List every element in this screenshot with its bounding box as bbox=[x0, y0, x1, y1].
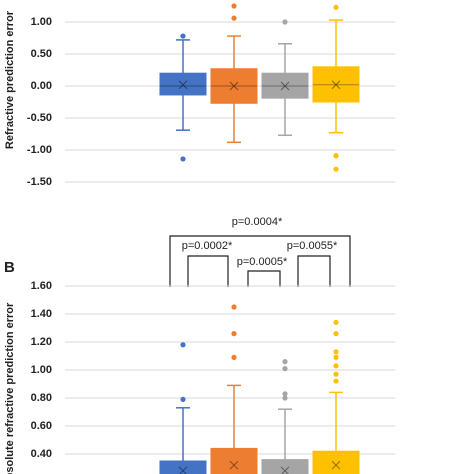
panel-label: B bbox=[4, 259, 15, 276]
y-tick-label: 0.00 bbox=[31, 80, 52, 92]
mean-marker bbox=[331, 460, 341, 470]
outlier bbox=[180, 396, 186, 402]
box bbox=[261, 459, 309, 474]
y-tick-label: 0.80 bbox=[31, 392, 52, 404]
outlier bbox=[180, 156, 186, 162]
box bbox=[159, 460, 207, 474]
bracket bbox=[297, 255, 331, 287]
y-tick-label: 1.20 bbox=[31, 336, 52, 348]
annotation: p=0.0002* bbox=[182, 240, 233, 252]
y-tick-label: 1.60 bbox=[31, 280, 52, 292]
box bbox=[210, 447, 258, 474]
outlier bbox=[333, 354, 339, 360]
bracket bbox=[169, 235, 351, 287]
mean-marker bbox=[178, 80, 188, 90]
outlier bbox=[231, 331, 237, 337]
bracket bbox=[187, 255, 229, 287]
box bbox=[312, 450, 360, 474]
annotation: p=0.0005* bbox=[237, 256, 288, 268]
outlier bbox=[333, 166, 339, 172]
outlier bbox=[282, 359, 288, 365]
y-tick-label: 1.40 bbox=[31, 308, 52, 320]
mean-marker bbox=[331, 80, 341, 90]
box bbox=[159, 72, 207, 96]
outlier bbox=[180, 33, 186, 39]
outlier bbox=[333, 319, 339, 325]
outlier bbox=[333, 349, 339, 355]
outlier bbox=[333, 331, 339, 337]
outlier bbox=[282, 19, 288, 25]
y-tick-label: -1.00 bbox=[27, 144, 52, 156]
y-tick-label: 1.00 bbox=[31, 16, 52, 28]
annotation: p=0.0004* bbox=[232, 216, 283, 228]
y-tick-label: 0.60 bbox=[31, 420, 52, 432]
annotation: p=0.0055* bbox=[287, 240, 338, 252]
y-tick-label: 0.40 bbox=[31, 448, 52, 460]
bracket bbox=[247, 270, 281, 287]
mean-marker bbox=[280, 81, 290, 91]
outlier bbox=[333, 371, 339, 377]
outlier bbox=[282, 391, 288, 397]
y-tick-label: -1.50 bbox=[27, 176, 52, 188]
outlier bbox=[231, 354, 237, 360]
mean-marker bbox=[280, 466, 290, 474]
outlier bbox=[231, 3, 237, 9]
outlier bbox=[333, 4, 339, 10]
outlier bbox=[180, 342, 186, 348]
mean-marker bbox=[178, 466, 188, 474]
outlier bbox=[231, 304, 237, 310]
outlier bbox=[333, 363, 339, 369]
y-axis-label: Refractive prediction error bbox=[4, 10, 16, 149]
box bbox=[210, 68, 258, 104]
box bbox=[261, 72, 309, 99]
outlier bbox=[333, 378, 339, 384]
y-axis-label: Absolute refractive prediction error bbox=[4, 302, 16, 474]
y-tick-label: -0.50 bbox=[27, 112, 52, 124]
y-tick-label: 1.00 bbox=[31, 364, 52, 376]
mean-marker bbox=[229, 460, 239, 470]
outlier bbox=[333, 153, 339, 159]
outlier bbox=[231, 15, 237, 21]
y-tick-label: 0.50 bbox=[31, 48, 52, 60]
box bbox=[312, 66, 360, 103]
outlier bbox=[282, 366, 288, 372]
mean-marker bbox=[229, 81, 239, 91]
outlier bbox=[282, 395, 288, 401]
